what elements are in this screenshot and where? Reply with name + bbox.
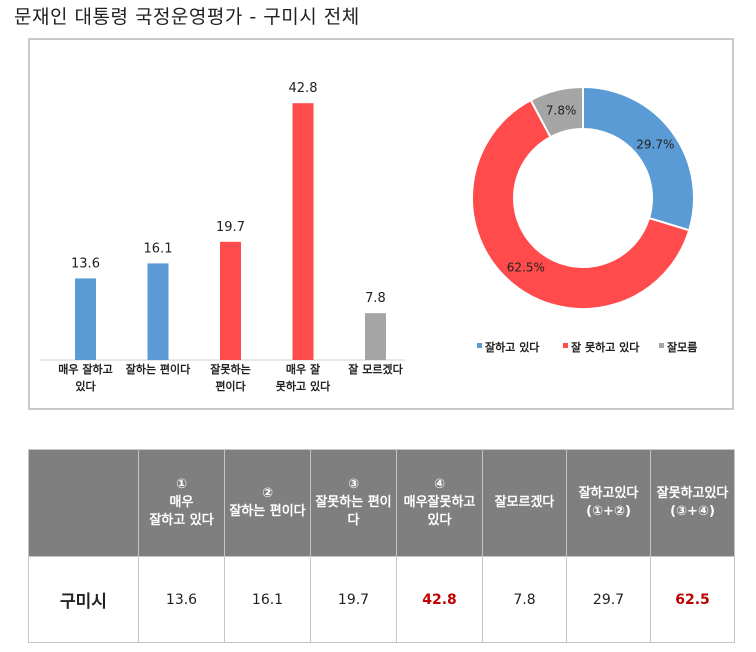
cell-positive-total: 29.7 bbox=[566, 556, 651, 643]
header-very-good: ① 매우 잘하고 있다 bbox=[138, 449, 225, 557]
bar-data-label: 16.1 bbox=[144, 241, 173, 256]
cell-good: 16.1 bbox=[224, 556, 311, 643]
chart-frame: 13.6 매우 잘하고 있다 16.1 잘하는 편이다 19.7 잘못하는 편이다 42.8 매우… bbox=[28, 38, 734, 410]
donut-data-label: 29.7% bbox=[636, 137, 674, 151]
header-unknown: 잘모르겠다 bbox=[482, 449, 567, 557]
donut-legend: 잘하고 있다 잘 못하고 있다 잘모름 bbox=[477, 340, 697, 354]
donut-slice bbox=[471, 98, 691, 310]
legend-label: 잘 못하고 있다 bbox=[571, 340, 640, 354]
legend-label: 잘모름 bbox=[667, 341, 697, 354]
bar bbox=[292, 103, 314, 360]
bar-data-label: 19.7 bbox=[216, 220, 245, 235]
cell-unknown: 7.8 bbox=[482, 556, 567, 643]
bar bbox=[365, 313, 386, 360]
bar bbox=[220, 241, 241, 360]
header-good: ② 잘하는 편이다 bbox=[224, 449, 311, 557]
bar bbox=[75, 278, 96, 360]
region-cell: 구미시 bbox=[28, 556, 139, 643]
header-negative-total: 잘못하고있다 (③+④) bbox=[650, 449, 735, 557]
header-bad: ③ 잘못하는 편이다 bbox=[310, 449, 397, 557]
cell-negative-total: 62.5 bbox=[650, 556, 735, 643]
header-corner bbox=[28, 449, 139, 557]
page-title: 문재인 대통령 국정운영평가 - 구미시 전체 bbox=[14, 6, 360, 28]
bar-category-label: 잘 모르겠다 bbox=[348, 362, 403, 376]
charts-canvas: 13.6 매우 잘하고 있다 16.1 잘하는 편이다 19.7 잘못하는 편이다 42.8 매우… bbox=[40, 81, 697, 393]
table-row: 구미시 13.6 16.1 19.7 42.8 7.8 29.7 62.5 bbox=[28, 556, 735, 643]
legend-marker bbox=[659, 343, 664, 348]
bar-category-label: 잘하는 편이다 bbox=[126, 362, 191, 376]
bar-category-label: 매우 잘 못하고 있다 bbox=[276, 362, 331, 393]
legend-marker bbox=[477, 343, 482, 348]
donut-data-label: 7.8% bbox=[546, 104, 577, 118]
donut-data-label: 62.5% bbox=[507, 261, 545, 275]
bar-data-label: 42.8 bbox=[289, 81, 318, 96]
header-positive-total: 잘하고있다 (①+②) bbox=[566, 449, 651, 557]
cell-very-good: 13.6 bbox=[138, 556, 225, 643]
legend-marker bbox=[563, 343, 568, 348]
cell-very-bad: 42.8 bbox=[396, 556, 483, 643]
bar-category-label: 잘못하는 편이다 bbox=[210, 362, 250, 393]
bar-category-label: 매우 잘하고 있다 bbox=[58, 362, 112, 393]
results-table: ① 매우 잘하고 있다 ② 잘하는 편이다 ③ 잘못하는 편이다 ④ 매우잘못하… bbox=[28, 449, 735, 643]
legend-label: 잘하고 있다 bbox=[485, 340, 540, 354]
bar-data-label: 13.6 bbox=[71, 256, 100, 271]
bar bbox=[147, 263, 169, 360]
header-very-bad: ④ 매우잘못하고 있다 bbox=[396, 449, 483, 557]
table-header-row: ① 매우 잘하고 있다 ② 잘하는 편이다 ③ 잘못하는 편이다 ④ 매우잘못하… bbox=[28, 449, 735, 557]
bar-data-label: 7.8 bbox=[365, 291, 386, 306]
donut-slice bbox=[582, 85, 695, 232]
cell-bad: 19.7 bbox=[310, 556, 397, 643]
bar-chart: 13.6 매우 잘하고 있다 16.1 잘하는 편이다 19.7 잘못하는 편이다 42.8 매우… bbox=[40, 81, 405, 393]
donut-chart: 29.7% 62.5% 7.8% bbox=[471, 85, 695, 310]
donut-slice bbox=[529, 85, 584, 139]
